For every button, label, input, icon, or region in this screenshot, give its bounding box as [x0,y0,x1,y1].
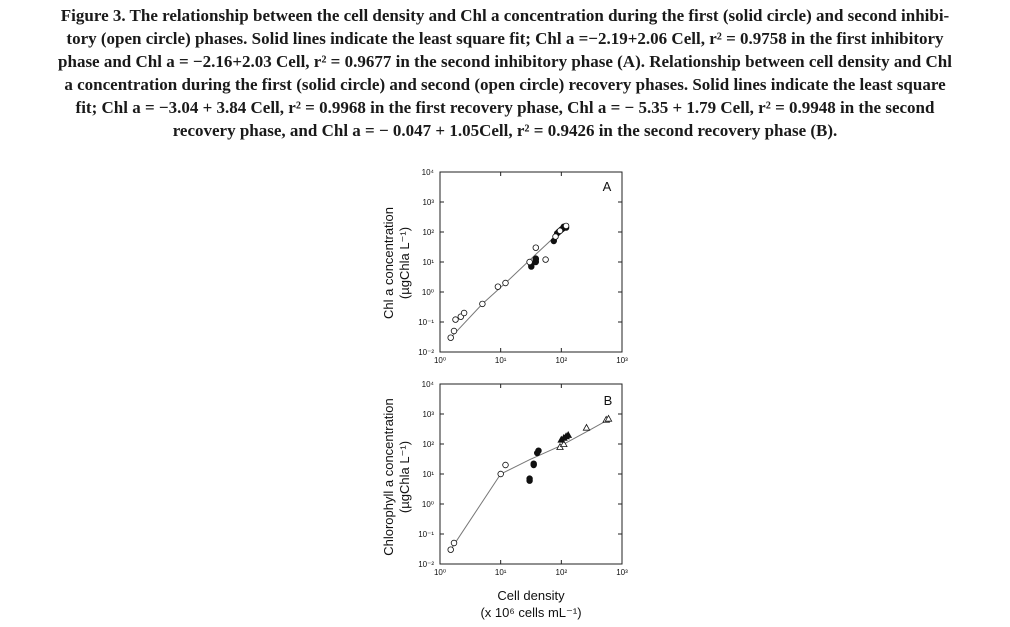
x-tick-label: 10⁰ [434,356,446,365]
caption-line: phase and Chl a = −2.16+2.03 Cell, r² = … [58,52,952,71]
data-point-open-circle [450,327,458,335]
data-point-open-circle [494,283,502,290]
y-tick-label: 10¹ [422,258,434,267]
data-point-filled-circle [530,460,537,467]
y-tick-label: 10³ [422,410,434,419]
data-point-open-circle [447,334,454,341]
y-tick-label: 10¹ [422,470,434,479]
data-point-open-circle [562,222,570,230]
y-tick-label: 10⁻¹ [418,318,434,327]
caption-line: tory (open circle) phases. Solid lines i… [66,29,944,48]
data-point-open-triangle [604,414,613,422]
y-axis-label-line1: Chlorophyll a concentration [381,398,396,556]
data-point-open-circle [447,546,454,553]
y-tick-label: 10⁻² [418,348,434,357]
x-tick-label: 10¹ [495,568,507,577]
data-point-open-circle [542,256,549,263]
panel-label: B [604,393,613,408]
data-point-open-circle [460,309,468,317]
fit-line [450,223,569,339]
x-tick-label: 10¹ [495,356,507,365]
x-tick-label: 10² [556,568,568,577]
caption-line: recovery phase, and Chl a = − 0.047 + 1.… [172,121,838,140]
y-tick-label: 10² [422,228,434,237]
y-tick-label: 10⁻¹ [418,530,434,539]
data-point-open-circle [502,461,509,469]
x-tick-label: 10³ [616,568,628,577]
y-tick-label: 10⁻² [418,560,434,569]
caption-line: Figure 3. The relationship between the c… [60,6,950,25]
data-point-filled-triangle [564,430,573,438]
y-axis-label-line1: Chl a concentration [381,207,396,319]
figure-caption: Figure 3. The relationship between the c… [0,4,1010,142]
y-tick-label: 10⁰ [422,288,434,297]
x-tick-label: 10³ [616,356,628,365]
data-point-open-circle [479,300,486,308]
data-point-open-triangle [559,439,568,448]
data-point-open-circle [552,233,559,240]
data-point-open-circle [450,539,458,547]
data-point-open-circle [452,316,459,323]
data-point-open-circle [532,244,539,251]
y-axis-label-line2: (µgChla L⁻¹) [397,441,412,513]
panel-b: Chlorophyll a concentration (µgChla L⁻¹)… [381,380,628,620]
y-tick-label: 10⁴ [422,168,435,177]
x-tick-label: 10² [556,356,568,365]
y-tick-label: 10³ [422,198,434,207]
data-point-open-circle [497,470,504,478]
data-point-open-circle [526,258,533,266]
data-point-open-triangle [582,423,591,431]
plot-frame [439,383,623,565]
x-axis-label-line2: (x 10⁶ cells mL⁻¹) [480,605,581,620]
x-tick-label: 10⁰ [434,568,446,577]
x-axis-label-line1: Cell density [497,588,565,603]
panel-label: A [603,179,612,194]
fit-line [450,419,609,550]
y-axis-label-line2: (µgChla L⁻¹) [397,227,412,299]
data-point-filled-circle [535,447,542,454]
data-point-open-circle [502,279,509,287]
data-point-open-circle [556,227,564,234]
y-tick-label: 10² [422,440,434,449]
data-point-filled-circle [532,255,539,262]
y-tick-label: 10⁴ [422,380,435,389]
caption-line: a concentration during the first (solid … [64,75,946,94]
data-point-filled-circle [526,475,533,482]
caption-line: fit; Chl a = −3.04 + 3.84 Cell, r² = 0.9… [75,98,935,117]
y-tick-label: 10⁰ [422,500,434,509]
panel-a: Chl a concentration (µgChla L⁻¹) A 10⁻²1… [381,168,628,365]
